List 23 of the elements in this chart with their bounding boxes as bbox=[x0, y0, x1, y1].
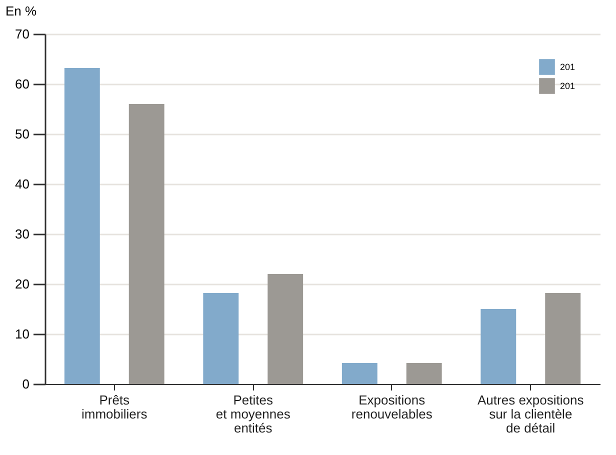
y-tick-label: 30 bbox=[15, 226, 30, 242]
x-tick-label: Prêts immobiliers bbox=[82, 392, 148, 422]
bar bbox=[268, 274, 304, 384]
bar bbox=[342, 363, 378, 384]
x-tick-label: Autres expositions sur la clientèle de détail bbox=[478, 392, 584, 436]
y-tick-label: 60 bbox=[15, 76, 30, 92]
y-tick-label: 0 bbox=[22, 376, 30, 392]
y-tick-label: 20 bbox=[15, 276, 30, 292]
bar bbox=[406, 363, 442, 384]
x-tick-label: Petites et moyennes entités bbox=[216, 392, 291, 436]
y-tick-label: 70 bbox=[15, 26, 30, 42]
y-axis-title: En % bbox=[6, 4, 38, 18]
legend-label: 201 bbox=[560, 62, 576, 72]
y-tick-label: 40 bbox=[15, 176, 30, 192]
bar bbox=[64, 68, 100, 384]
bar bbox=[545, 293, 581, 384]
x-tick-label: Expositions renouvelables bbox=[351, 392, 433, 422]
y-tick-label: 10 bbox=[15, 326, 30, 342]
bar bbox=[480, 309, 516, 384]
bar bbox=[128, 104, 164, 384]
legend-label: 201 bbox=[560, 81, 576, 91]
y-tick-label: 50 bbox=[15, 126, 30, 142]
bar bbox=[203, 293, 239, 384]
